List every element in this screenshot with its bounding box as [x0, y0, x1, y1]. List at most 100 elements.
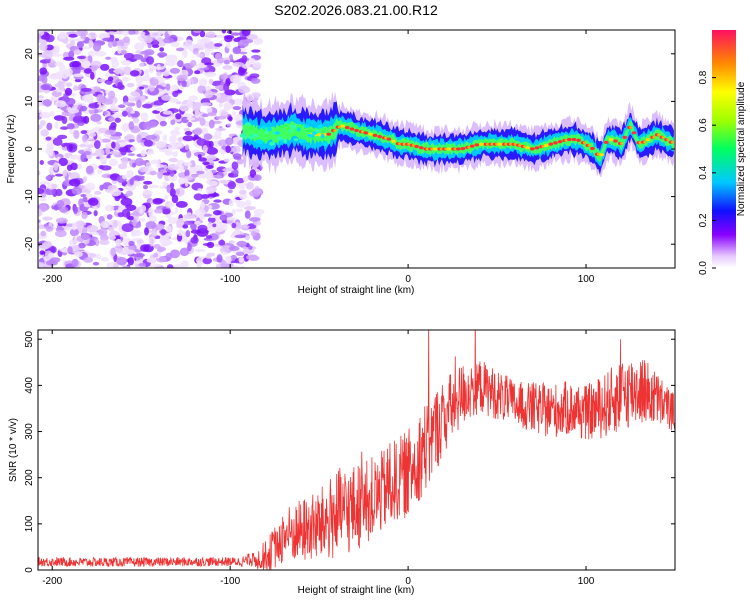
noise-speckle	[223, 103, 230, 113]
noise-speckle	[156, 64, 161, 71]
noise-speckle	[164, 214, 172, 218]
noise-speckle	[178, 177, 186, 185]
ridge-peak-mark	[529, 147, 535, 151]
noise-speckle	[196, 260, 202, 268]
noise-speckle	[88, 103, 100, 109]
noise-speckle	[121, 174, 128, 180]
noise-speckle	[201, 113, 209, 118]
ridge-peak-mark	[619, 142, 623, 145]
noise-speckle	[226, 123, 232, 127]
ridge-peak-mark	[354, 128, 359, 133]
noise-speckle	[110, 247, 116, 257]
ridge-peak-mark	[425, 147, 429, 151]
noise-speckle	[40, 84, 51, 91]
noise-speckle	[40, 129, 49, 137]
noise-speckle	[162, 134, 168, 142]
ridge-peak-mark	[430, 147, 434, 151]
noise-speckle	[195, 248, 206, 253]
noise-speckle	[108, 235, 116, 241]
ridge-peak-mark	[622, 135, 628, 139]
noise-speckle	[174, 207, 179, 214]
noise-speckle	[112, 113, 119, 118]
noise-speckle	[92, 261, 100, 266]
noise-speckle	[139, 208, 144, 215]
noise-speckle	[102, 98, 114, 105]
noise-speckle	[220, 73, 229, 80]
noise-speckle	[58, 82, 65, 91]
snr-frame	[37, 329, 676, 571]
snr-y-axis-label: SNR (10 * v/v)	[8, 418, 19, 482]
noise-speckle	[233, 37, 241, 42]
ridge-peak-mark	[360, 130, 364, 133]
noise-speckle	[167, 216, 179, 225]
ridge-peak-mark	[604, 140, 609, 144]
noise-speckle	[59, 206, 69, 213]
ridge-peak-mark	[337, 125, 341, 129]
noise-speckle	[184, 144, 190, 151]
noise-speckle	[90, 89, 96, 95]
noise-speckle	[130, 91, 140, 97]
noise-speckle	[159, 82, 167, 86]
noise-speckle	[113, 68, 123, 75]
ridge-peak-mark	[446, 147, 452, 151]
spectrogram-noise	[38, 30, 266, 268]
noise-speckle	[67, 108, 80, 114]
ridge-peak-mark	[444, 147, 447, 151]
noise-speckle	[79, 105, 88, 112]
noise-speckle	[182, 135, 195, 142]
noise-speckle	[85, 182, 96, 191]
ridge-peak-mark	[557, 140, 563, 144]
ridge-blob	[274, 131, 280, 135]
noise-speckle	[128, 139, 135, 143]
noise-speckle	[233, 156, 242, 160]
noise-speckle	[87, 50, 96, 57]
noise-speckle	[139, 62, 145, 67]
ridge-peak-mark	[504, 143, 508, 146]
ridge-peak-mark	[518, 143, 522, 147]
noise-speckle	[62, 94, 69, 103]
noise-speckle	[75, 245, 80, 251]
noise-speckle	[104, 129, 117, 136]
noise-speckle	[61, 116, 68, 125]
ridge-peak-mark	[608, 137, 614, 142]
noise-speckle	[45, 175, 52, 181]
noise-speckle	[152, 197, 163, 205]
noise-speckle	[83, 68, 92, 74]
noise-speckle	[52, 53, 64, 57]
noise-speckle	[253, 37, 264, 45]
noise-speckle	[186, 150, 192, 159]
noise-speckle	[165, 83, 171, 91]
noise-speckle	[208, 78, 214, 85]
noise-speckle	[54, 173, 64, 177]
ridge-peak-mark	[439, 147, 443, 151]
noise-speckle	[197, 85, 206, 94]
noise-speckle	[115, 247, 121, 251]
noise-speckle	[117, 163, 128, 170]
noise-speckle	[159, 47, 165, 52]
noise-speckle	[147, 148, 154, 155]
noise-speckle	[87, 129, 94, 134]
noise-speckle	[104, 221, 109, 228]
ridge-blob	[245, 122, 251, 126]
noise-speckle	[112, 220, 118, 229]
noise-speckle	[80, 193, 87, 198]
noise-speckle	[121, 76, 130, 82]
ridge-blob	[264, 130, 269, 134]
noise-speckle	[131, 162, 137, 168]
ridge-peak-mark	[522, 145, 526, 148]
noise-speckle	[54, 153, 64, 159]
ridge-peak-mark	[469, 144, 475, 148]
noise-speckle	[94, 148, 105, 157]
noise-speckle	[85, 165, 94, 175]
ridge-peak-mark	[629, 126, 633, 129]
noise-speckle	[70, 162, 78, 171]
noise-speckle	[68, 239, 75, 247]
noise-speckle	[214, 52, 222, 60]
noise-speckle	[104, 204, 115, 212]
noise-speckle	[138, 262, 147, 267]
noise-speckle	[108, 117, 116, 122]
noise-speckle	[235, 182, 247, 187]
noise-speckle	[208, 180, 218, 187]
noise-speckle	[239, 265, 246, 268]
